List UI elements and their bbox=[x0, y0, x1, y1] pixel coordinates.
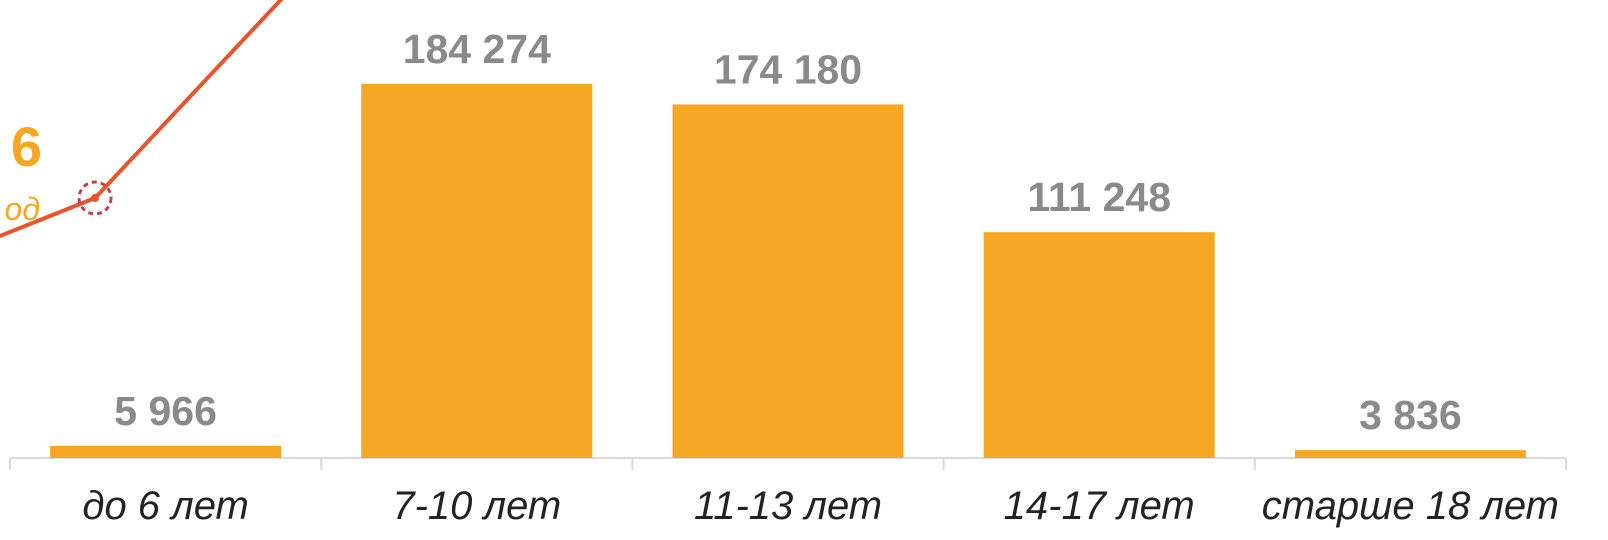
x-tick-label: старше 18 лет bbox=[1262, 484, 1559, 528]
x-axis-ticks bbox=[9, 458, 1567, 470]
bar-value-label: 111 248 bbox=[1027, 174, 1171, 220]
value-labels-group: 5 966 184 274 174 180 111 248 3 836 bbox=[114, 26, 1461, 438]
overlay-marker bbox=[77, 180, 113, 216]
x-tick-label: 11-13 лет bbox=[694, 484, 882, 528]
bar-value-label: 184 274 bbox=[403, 26, 551, 72]
x-tick-label: 14-17 лет bbox=[1004, 484, 1195, 528]
bar-value-label: 3 836 bbox=[1359, 392, 1462, 438]
bar bbox=[1294, 450, 1526, 458]
x-tick-label: до 6 лет bbox=[82, 484, 249, 528]
overlay-trend-line bbox=[0, 0, 284, 239]
bar bbox=[50, 445, 282, 458]
bar-value-label: 5 966 bbox=[114, 388, 217, 434]
bar-value-label: 174 180 bbox=[714, 46, 862, 92]
x-tick-labels-group: до 6 лет 7-10 лет 11-13 лет 14-17 лет старше… bbox=[82, 484, 1559, 528]
overlay-caption-fragment: од bbox=[5, 191, 40, 227]
bar bbox=[983, 232, 1215, 458]
x-tick-label: 7-10 лет bbox=[392, 484, 561, 528]
bar bbox=[361, 83, 593, 459]
overlay-marker-dot bbox=[91, 194, 99, 202]
bars-group bbox=[50, 83, 1526, 459]
overlay-layer: 6 од bbox=[0, 0, 284, 239]
overlay-number-fragment: 6 bbox=[11, 115, 42, 178]
bar bbox=[672, 104, 904, 458]
